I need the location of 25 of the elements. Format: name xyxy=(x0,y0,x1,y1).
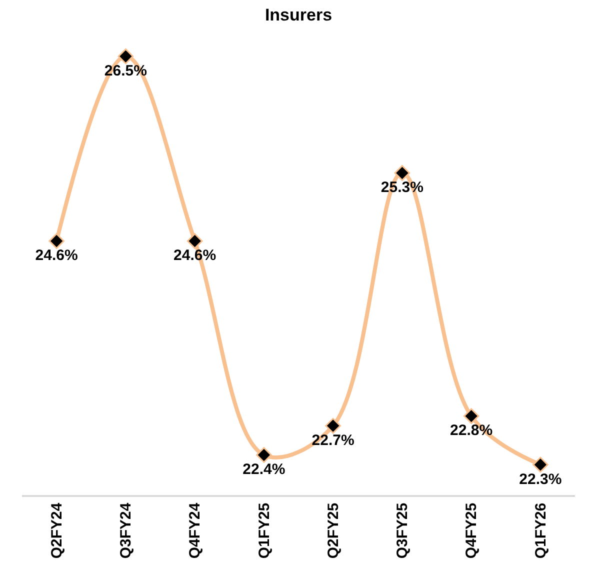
point xyxy=(463,408,480,424)
point xyxy=(48,233,64,249)
x-tick-label: Q4FY25 xyxy=(463,502,480,559)
point xyxy=(394,165,410,181)
data-label: 22.8% xyxy=(450,422,493,440)
data-label: 24.6% xyxy=(35,247,78,264)
data-label: 25.3% xyxy=(380,179,424,196)
x-tick-label: Q3FY24 xyxy=(118,502,135,559)
data-label: 24.6% xyxy=(174,247,216,264)
point xyxy=(118,48,134,64)
x-tick-label: Q2FY24 xyxy=(48,502,66,559)
point xyxy=(186,233,203,249)
data-label: 26.5% xyxy=(104,62,147,80)
x-tick-label: Q2FY25 xyxy=(324,502,342,559)
data-label: 22.7% xyxy=(312,432,354,449)
point xyxy=(532,456,548,473)
point xyxy=(256,447,272,463)
data-label: 22.4% xyxy=(242,461,286,478)
data-label: 22.3% xyxy=(519,470,562,488)
x-tick-label: Q4FY24 xyxy=(186,502,204,559)
chart-title: Insurers xyxy=(264,6,332,25)
x-tick-label: Q1FY25 xyxy=(256,502,273,559)
point xyxy=(325,418,341,434)
x-tick-label: Q1FY26 xyxy=(532,502,550,559)
x-tick-label: Q3FY25 xyxy=(394,502,412,559)
